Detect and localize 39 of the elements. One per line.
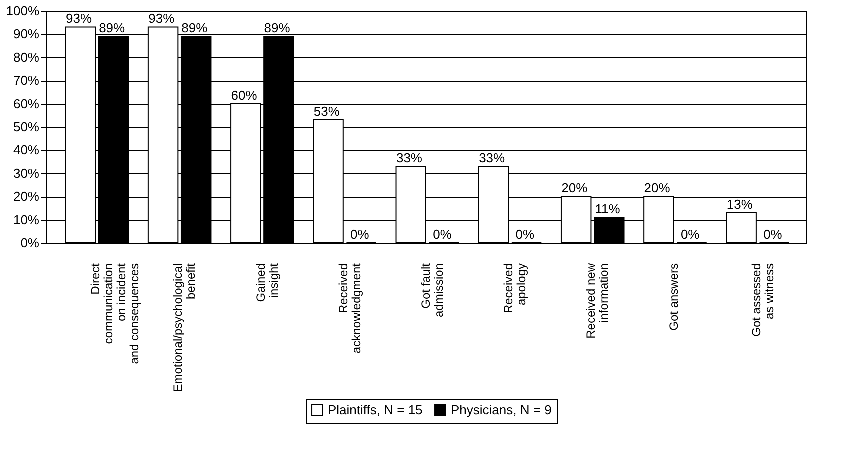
data-label: 89% <box>264 20 291 36</box>
data-label: 0% <box>350 227 370 242</box>
data-label: 0% <box>516 227 535 242</box>
y-tick-label: 60% <box>13 96 40 112</box>
data-label: 93% <box>148 11 176 26</box>
x-tick-label: Got assessed as witness <box>749 264 776 337</box>
y-tick-label: 0% <box>20 236 40 250</box>
y-tick-label: 90% <box>13 26 40 42</box>
data-label: 20% <box>562 180 588 196</box>
data-label: 60% <box>231 88 258 103</box>
data-label: 53% <box>314 104 340 120</box>
y-tick-label: 50% <box>13 120 40 134</box>
data-label: 89% <box>99 20 126 36</box>
data-label: 0% <box>764 227 783 242</box>
x-tick-label: Received apology <box>502 264 529 314</box>
data-label: 33% <box>479 150 506 166</box>
data-label: 20% <box>644 180 671 196</box>
y-tick-label: 70% <box>13 73 40 88</box>
x-tick-label: Got answers <box>666 264 681 331</box>
y-tick-label: 30% <box>13 166 40 181</box>
y-tick-label: 40% <box>13 142 40 158</box>
data-label: 93% <box>66 11 92 26</box>
data-label: 0% <box>680 227 700 242</box>
x-tick-label: Gained insight <box>254 262 281 302</box>
legend-label: Plaintiffs, N = 15 <box>328 402 423 418</box>
data-label: 11% <box>595 201 621 216</box>
y-tick-label: 80% <box>13 50 40 65</box>
data-label: 89% <box>182 20 208 36</box>
x-tick-label: Got fault admission <box>419 262 446 318</box>
legend-label: Physicians, N = 9 <box>451 402 552 418</box>
x-tick-label: Emotional/psychological benefit <box>171 262 198 392</box>
data-label: 13% <box>726 196 754 212</box>
x-tick-label: Direct communication on incident and consequences <box>88 262 142 364</box>
y-tick-label: 20% <box>13 189 40 204</box>
y-tick-label: 100% <box>6 4 40 18</box>
x-tick-label: Received new information <box>584 263 612 339</box>
y-tick-label: 10% <box>13 212 40 228</box>
data-label: 0% <box>433 227 452 242</box>
data-label: 33% <box>396 150 423 166</box>
